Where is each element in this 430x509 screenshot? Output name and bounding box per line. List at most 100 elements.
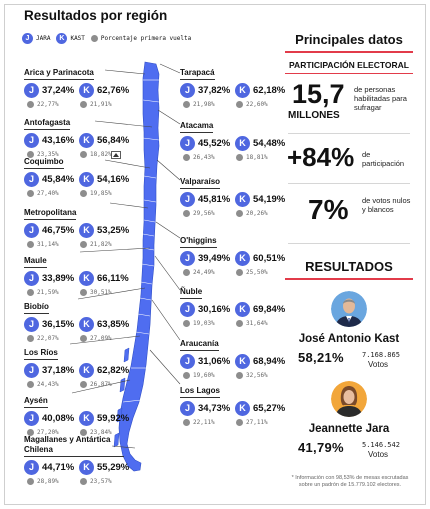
turnout-dot-icon (183, 269, 190, 276)
region-name: Metropolitana (24, 208, 77, 220)
turnout-dot-icon (90, 35, 98, 42)
stat-separator (288, 243, 410, 244)
kast-badge-icon: K (56, 33, 68, 44)
kast-badge-icon: K (79, 223, 94, 238)
jara-badge-icon: J (24, 172, 39, 187)
turnout-dot-icon (236, 154, 243, 161)
kast-first-pct: 18,82% (90, 151, 112, 158)
stat-null-desc: de votos nulos y blancos (362, 196, 411, 214)
kast-first-pct: 27,11% (246, 419, 268, 426)
legend-turnout-label: Porcentaje primera vuelta (100, 35, 192, 42)
region-name: Maule (24, 256, 47, 268)
kast-portrait-icon (331, 291, 367, 327)
region-name: Tarapacá (180, 68, 215, 80)
region-turnout-row: 27,40% 19,85% (24, 190, 134, 197)
region-atacama: Atacama J 45,52% K 54,48% 26,43% 18,81% (180, 115, 290, 161)
region-result-row: J 31,06% K 68,94% (180, 354, 290, 369)
region-name: Los Ríos (24, 348, 58, 360)
region-turnout-row: 23,35% 18,82% (24, 151, 134, 158)
kast-first-pct: 18,81% (246, 154, 268, 161)
infographic-frame (4, 4, 426, 505)
turnout-dot-icon (80, 241, 87, 248)
kast-avatar (331, 291, 367, 327)
jara-avatar (331, 381, 367, 417)
stat-null-value: 7% (308, 194, 349, 225)
principal-data-heading: Principales datos (295, 32, 403, 47)
region-ohiggins: O'higgins J 39,49% K 60,51% 24,49% 25,50… (180, 230, 290, 276)
region-tarapaca: Tarapacá J 37,82% K 62,18% 21,98% 22,60% (180, 62, 290, 108)
kast-badge-icon: K (79, 133, 94, 148)
kast-badge-icon: K (79, 172, 94, 187)
turnout-dot-icon (236, 210, 243, 217)
kast-first-pct: 21,82% (90, 241, 112, 248)
turnout-dot-icon (183, 101, 190, 108)
turnout-dot-icon (236, 419, 243, 426)
kast-pct: 62,82% (97, 365, 130, 376)
jara-first-pct: 22,07% (37, 335, 59, 342)
jara-pct: 37,18% (42, 365, 75, 376)
kast-pct: 54,19% (253, 194, 286, 205)
stat-voters-value: 15,7 (292, 79, 345, 109)
jara-first-pct: 29,56% (193, 210, 215, 217)
region-result-row: J 46,75% K 53,25% (24, 223, 134, 238)
turnout-dot-icon (80, 190, 87, 197)
stat-voters-desc: de personas habilitadas para sufragar (354, 85, 407, 112)
region-turnout-row: 27,20% 23,84% (24, 429, 134, 436)
legend-jara-label: JARA (36, 35, 51, 42)
jara-pct: 33,89% (42, 273, 75, 284)
region-result-row: J 39,49% K 60,51% (180, 251, 290, 266)
page-title: Resultados por región (24, 8, 168, 23)
region-valparaiso: Valparaíso J 45,81% K 54,19% 29,56% 20,2… (180, 171, 290, 217)
participation-subheading: PARTICIPACIÓN ELECTORAL (289, 60, 409, 70)
turnout-dot-icon (80, 429, 87, 436)
kast-pct: 55,29% (97, 462, 130, 473)
kast-first-pct: 31,64% (246, 320, 268, 327)
jara-first-pct: 27,20% (37, 429, 59, 436)
jara-first-pct: 24,43% (37, 381, 59, 388)
kast-badge-icon: K (235, 302, 250, 317)
jara-badge-icon: J (24, 83, 39, 98)
turnout-dot-icon (27, 101, 34, 108)
footnote: * Información con 98,53% de mesas escrut… (291, 475, 409, 488)
turnout-dot-icon (80, 335, 87, 342)
jara-badge-icon: J (24, 133, 39, 148)
turnout-dot-icon (27, 335, 34, 342)
kast-pct: 59,92% (97, 413, 130, 424)
turnout-dot-icon (236, 101, 243, 108)
coquimbo-flag-icon (111, 151, 121, 159)
region-turnout-row: 26,43% 18,81% (180, 154, 290, 161)
jara-badge-icon: J (180, 192, 195, 207)
region-turnout-row: 29,56% 20,26% (180, 210, 290, 217)
stat-participation-value: +84% (287, 142, 355, 172)
jara-badge-icon: J (180, 401, 195, 416)
kast-pct: 62,18% (253, 85, 286, 96)
jara-first-pct: 19,03% (193, 320, 215, 327)
region-metropolitana: Metropolitana J 46,75% K 53,25% 31,14% 2… (24, 202, 134, 248)
jara-pct: 45,84% (42, 174, 75, 185)
jara-badge-icon: J (24, 223, 39, 238)
jara-badge-icon: J (180, 302, 195, 317)
jara-pct-total: 41,79% (298, 440, 344, 455)
turnout-dot-icon (236, 320, 243, 327)
kast-pct: 66,11% (97, 273, 129, 284)
turnout-dot-icon (27, 151, 34, 158)
turnout-dot-icon (183, 320, 190, 327)
region-result-row: J 36,15% K 63,85% (24, 317, 134, 332)
region-turnout-row: 24,49% 25,50% (180, 269, 290, 276)
jara-pct: 31,06% (198, 356, 231, 367)
jara-votes-label: Votos (368, 450, 389, 459)
region-result-row: J 45,84% K 54,16% (24, 172, 134, 187)
turnout-dot-icon (27, 289, 34, 296)
jara-badge-icon: J (24, 411, 39, 426)
jara-first-pct: 26,43% (193, 154, 215, 161)
kast-badge-icon: K (79, 460, 94, 475)
turnout-dot-icon (183, 210, 190, 217)
turnout-dot-icon (27, 241, 34, 248)
jara-badge-icon: J (180, 136, 195, 151)
kast-pct: 56,84% (97, 135, 130, 146)
kast-first-pct: 22,60% (246, 101, 268, 108)
kast-first-pct: 30,51% (90, 289, 112, 296)
turnout-dot-icon (80, 381, 87, 388)
kast-first-pct: 25,50% (246, 269, 268, 276)
kast-first-pct: 21,91% (90, 101, 112, 108)
